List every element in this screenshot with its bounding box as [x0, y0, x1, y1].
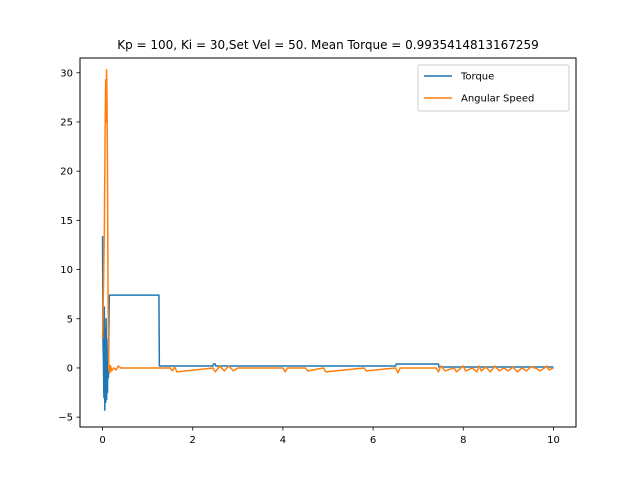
x-tick-label-5: 10: [547, 435, 560, 446]
legend-label-1: Angular Speed: [461, 94, 534, 105]
y-tick-label-1: 0: [67, 363, 73, 374]
y-tick-label-6: 25: [60, 117, 73, 128]
plot-frame: [79, 57, 577, 428]
y-axis: −5 0 5 10 15 20 25 30: [58, 68, 80, 424]
y-tick-label-4: 15: [60, 216, 73, 227]
series-line-1: [101, 69, 554, 374]
legend: Torque Angular Speed: [417, 64, 570, 112]
legend-label-0: Torque: [460, 72, 494, 83]
x-tick-label-2: 4: [280, 435, 286, 446]
x-tick-label-4: 8: [460, 435, 466, 446]
chart-title: Kp = 100, Ki = 30,Set Vel = 50. Mean Tor…: [117, 38, 539, 52]
x-tick-label-0: 0: [99, 435, 105, 446]
y-tick-label-3: 10: [60, 265, 73, 276]
series-line-0: [101, 236, 554, 412]
y-tick-label-2: 5: [67, 314, 73, 325]
x-tick-label-3: 6: [370, 435, 376, 446]
plot-lines: [101, 69, 554, 412]
legend-box: [417, 64, 570, 112]
y-tick-label-7: 30: [60, 68, 73, 79]
x-tick-label-1: 2: [190, 435, 196, 446]
y-tick-label-0: −5: [58, 413, 73, 424]
y-tick-label-5: 20: [60, 167, 73, 178]
x-axis: 0 2 4 6 8 10: [99, 427, 560, 446]
